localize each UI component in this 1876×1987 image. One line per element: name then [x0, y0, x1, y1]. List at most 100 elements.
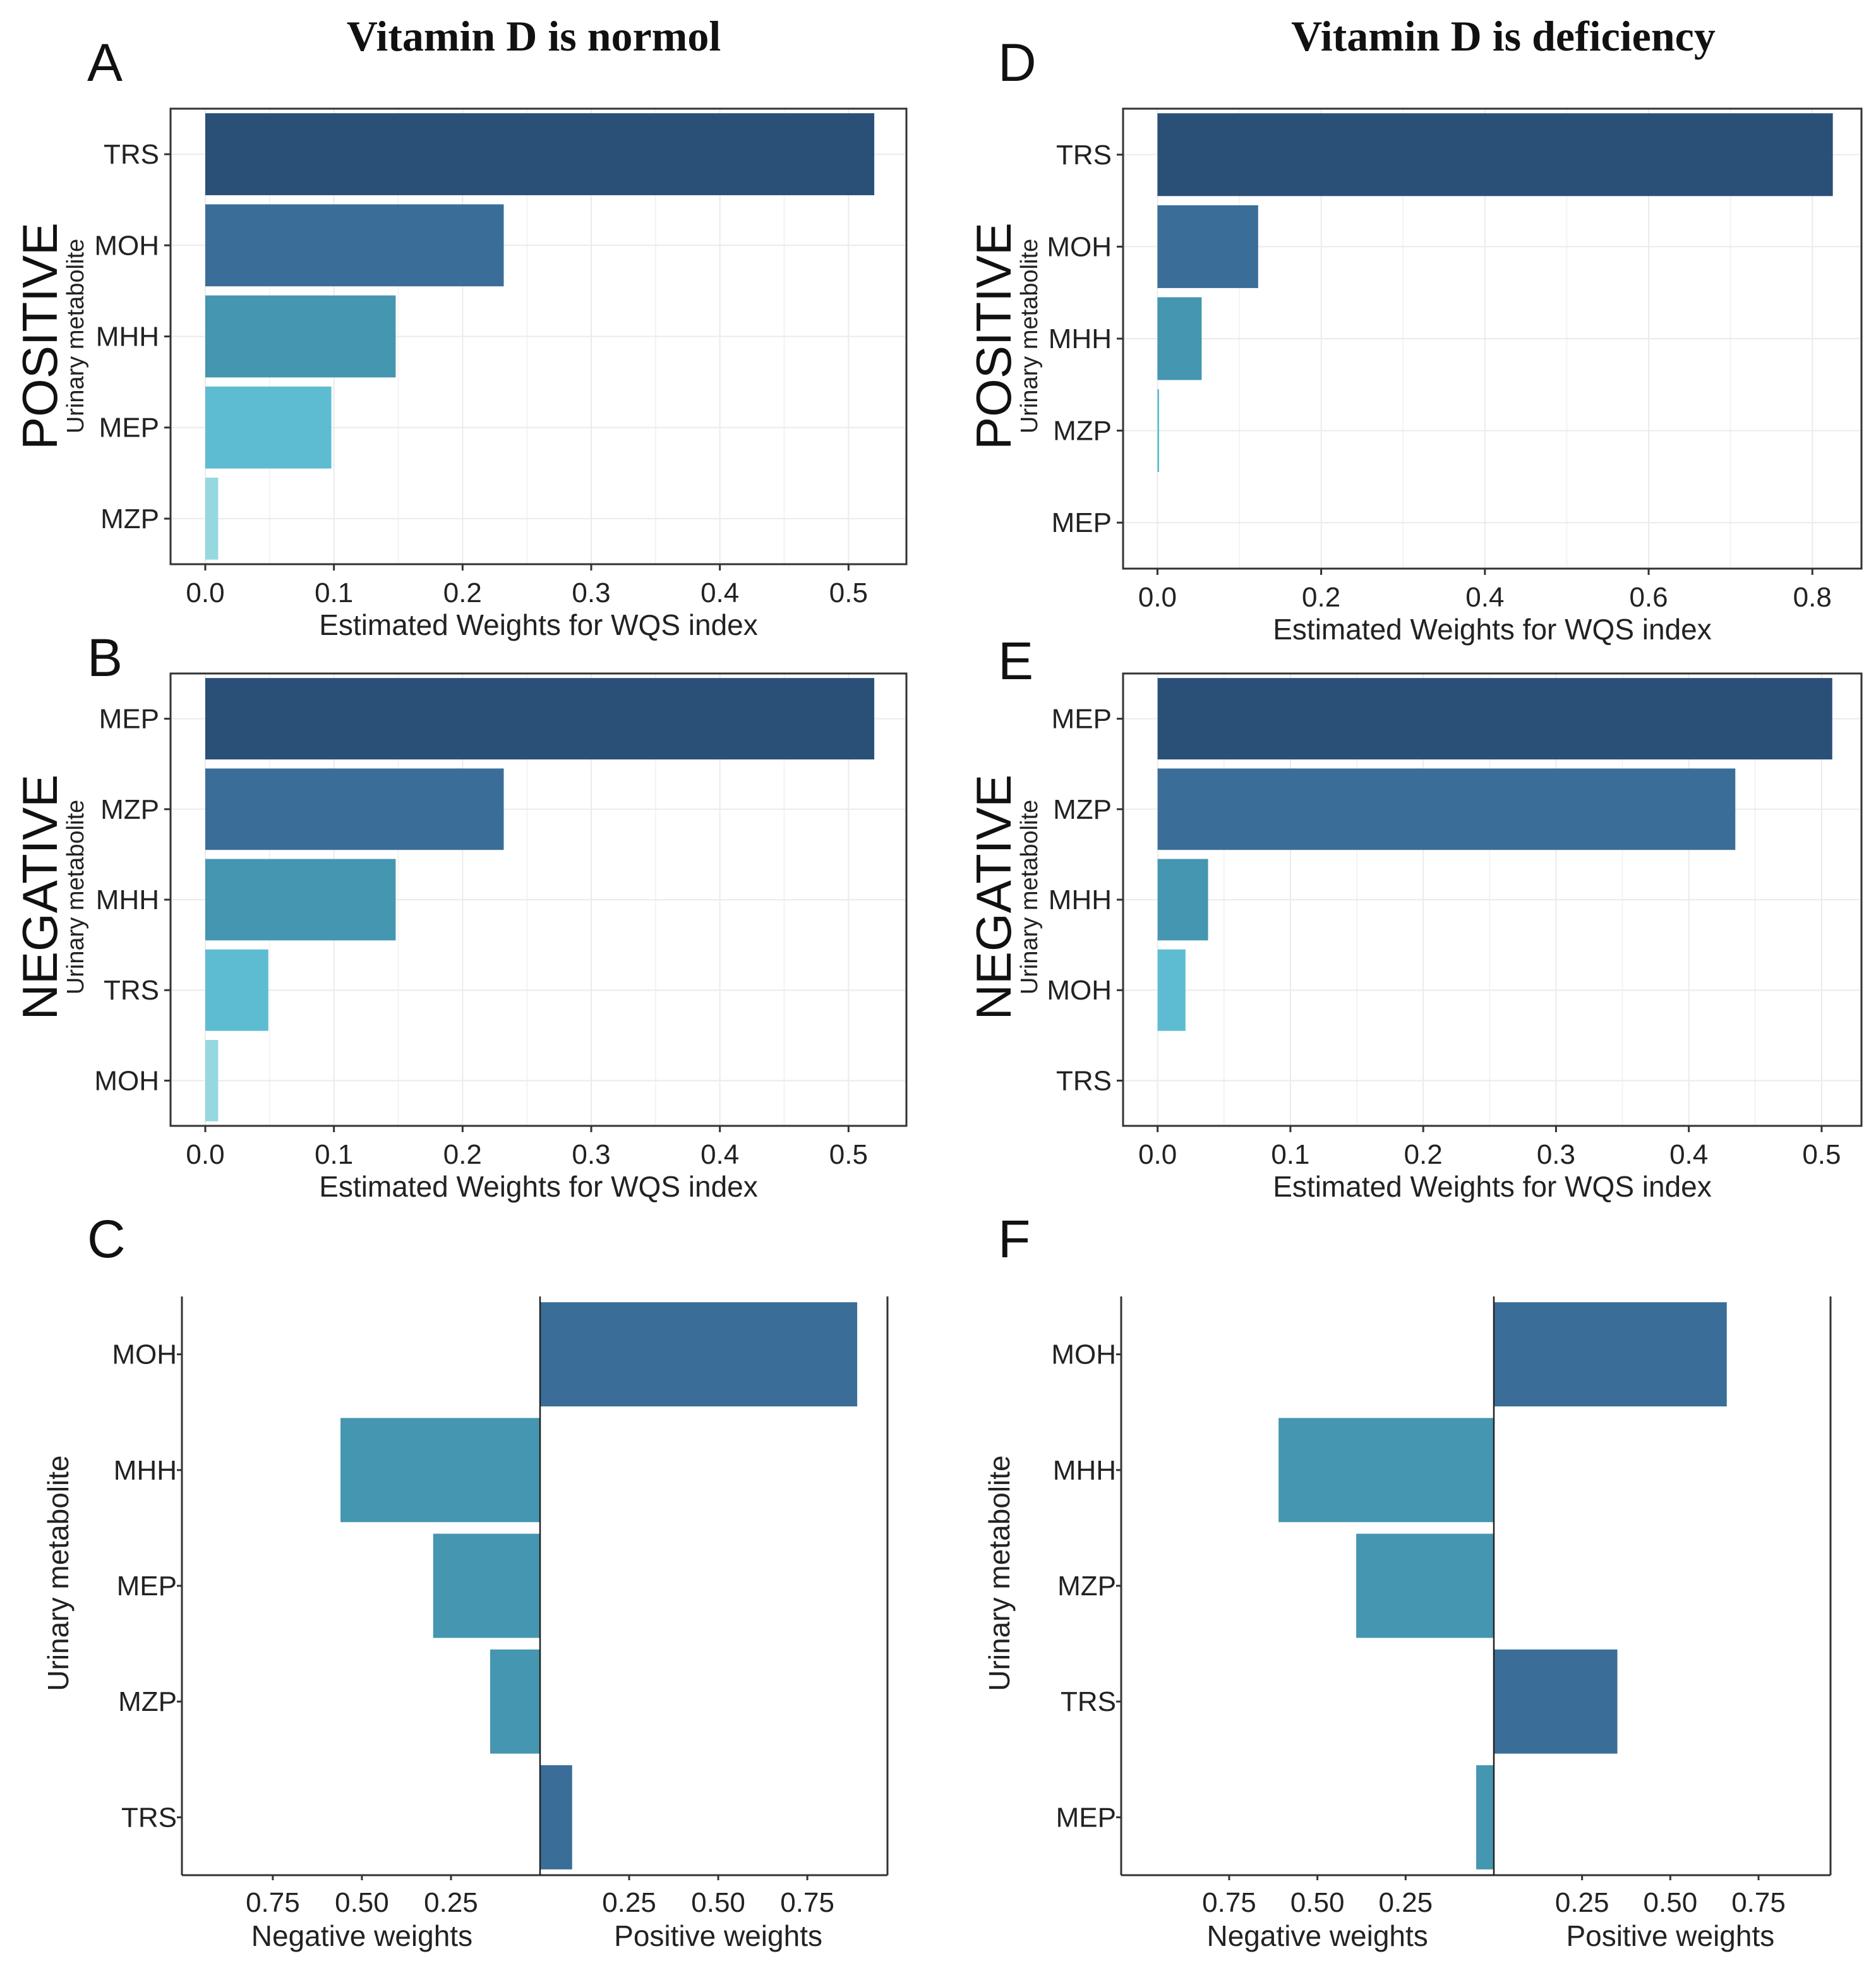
- xtick-label-a-2: 0.2: [443, 577, 482, 608]
- category-label-a-mhh: MHH: [96, 322, 159, 353]
- category-label-f-moh: MOH: [1051, 1339, 1116, 1370]
- xtick-label-a-1: 0.1: [315, 577, 353, 608]
- bar-a-mhh: [205, 295, 396, 378]
- bar-f-mzp: [1356, 1533, 1494, 1638]
- xtick-neg-label-c-1: 0.50: [335, 1887, 389, 1918]
- bar-c-trs: [540, 1765, 572, 1869]
- category-label-a-trs: TRS: [104, 139, 159, 170]
- category-label-b-trs: TRS: [104, 975, 159, 1006]
- panel-letter-a: A: [87, 33, 123, 92]
- xtick-pos-label-c-1: 0.50: [691, 1887, 745, 1918]
- panel-letter-d: D: [998, 33, 1037, 92]
- xtick-label-a-0: 0.0: [186, 577, 224, 608]
- panel-letter-e: E: [998, 631, 1033, 691]
- xtick-label-e-1: 0.1: [1271, 1139, 1309, 1170]
- xtick-pos-label-f-0: 0.25: [1555, 1887, 1609, 1918]
- bar-d-mhh: [1157, 297, 1202, 380]
- category-label-d-moh: MOH: [1047, 231, 1112, 262]
- group-label-e: NEGATIVE: [966, 775, 1021, 1020]
- xtick-label-a-4: 0.4: [700, 577, 739, 608]
- xtick-label-d-0: 0.0: [1138, 582, 1177, 613]
- xlabel-positive-c: Positive weights: [614, 1919, 822, 1952]
- xtick-label-e-2: 0.2: [1404, 1139, 1443, 1170]
- category-label-b-mep: MEP: [99, 704, 159, 735]
- category-label-a-moh: MOH: [94, 230, 159, 261]
- xtick-neg-label-c-2: 0.25: [424, 1887, 478, 1918]
- group-label-a: POSITIVE: [12, 222, 68, 450]
- bar-f-trs: [1494, 1649, 1618, 1754]
- ylabel-b: Urinary metabolite: [63, 800, 89, 994]
- bar-f-moh: [1494, 1302, 1727, 1407]
- xlabel-d: Estimated Weights for WQS index: [1273, 613, 1712, 646]
- xtick-neg-label-f-0: 0.75: [1202, 1887, 1256, 1918]
- bar-e-mep: [1157, 678, 1832, 760]
- ylabel-a: Urinary metabolite: [63, 239, 89, 433]
- xtick-label-e-3: 0.3: [1537, 1139, 1575, 1170]
- group-label-b: NEGATIVE: [12, 775, 68, 1020]
- category-label-e-trs: TRS: [1056, 1065, 1112, 1096]
- panel-a: TRS MOH MHH MEP MZP 0.0 0.1 0.2 0.3 0.4 0.5 Estimat…: [12, 33, 908, 641]
- frame-e: [1122, 672, 1863, 1127]
- group-label-d: POSITIVE: [966, 222, 1021, 450]
- bar-e-mzp: [1157, 768, 1736, 850]
- left-column-title: Vitamin D is normol: [347, 12, 721, 60]
- bar-a-mzp: [205, 478, 219, 560]
- ylabel-d: Urinary metabolite: [1016, 239, 1043, 433]
- bar-a-moh: [205, 204, 504, 287]
- category-label-a-mzp: MZP: [100, 504, 159, 534]
- xtick-label-a-5: 0.5: [829, 577, 868, 608]
- category-label-e-moh: MOH: [1047, 975, 1112, 1006]
- bar-b-mzp: [205, 768, 504, 850]
- category-label-d-trs: TRS: [1056, 140, 1112, 171]
- panel-letter-f: F: [998, 1209, 1030, 1269]
- bar-d-trs: [1157, 113, 1833, 196]
- bar-a-mep: [205, 386, 332, 469]
- category-label-d-mhh: MHH: [1049, 323, 1112, 354]
- xtick-label-d-4: 0.8: [1793, 582, 1832, 613]
- panel-e: MEP MZP MHH MOH TRS 0.0 0.1 0.2 0.3 0.4 0.5 Estimat…: [966, 631, 1863, 1203]
- bar-b-mhh: [205, 859, 396, 941]
- ylabel-f: Urinary metabolite: [983, 1455, 1016, 1691]
- category-label-e-mzp: MZP: [1053, 794, 1112, 825]
- right-column-title: Vitamin D is deficiency: [1291, 12, 1716, 60]
- category-label-c-mhh: MHH: [114, 1455, 177, 1486]
- xlabel-negative-c: Negative weights: [251, 1919, 472, 1952]
- category-label-d-mep: MEP: [1052, 507, 1112, 538]
- xtick-label-b-5: 0.5: [829, 1139, 868, 1170]
- frame-b: [169, 672, 908, 1127]
- frame-a: [169, 107, 908, 565]
- xtick-label-b-4: 0.4: [700, 1139, 739, 1170]
- xtick-label-b-2: 0.2: [443, 1139, 482, 1170]
- xlabel-negative-f: Negative weights: [1206, 1919, 1428, 1952]
- category-label-e-mhh: MHH: [1049, 885, 1112, 915]
- bar-c-mzp: [490, 1649, 540, 1754]
- frame-d: [1122, 107, 1863, 570]
- bar-a-trs: [205, 113, 875, 195]
- category-label-f-mhh: MHH: [1053, 1455, 1116, 1486]
- xtick-neg-label-f-1: 0.50: [1290, 1887, 1345, 1918]
- panel-letter-b: B: [87, 628, 123, 687]
- category-label-f-mzp: MZP: [1057, 1571, 1116, 1602]
- category-label-e-mep: MEP: [1052, 704, 1112, 735]
- category-label-c-trs: TRS: [121, 1802, 177, 1833]
- bar-f-mep: [1476, 1765, 1494, 1869]
- bar-b-mep: [205, 678, 875, 760]
- category-label-c-mzp: MZP: [118, 1686, 177, 1717]
- ylabel-e: Urinary metabolite: [1016, 800, 1043, 994]
- bar-b-trs: [205, 949, 268, 1031]
- panel-d: TRS MOH MHH MZP MEP 0.0 0.2 0.4 0.6 0.8 Estimated …: [966, 33, 1863, 646]
- xtick-pos-label-c-0: 0.25: [602, 1887, 656, 1918]
- xtick-label-b-0: 0.0: [186, 1139, 224, 1170]
- xlabel-a: Estimated Weights for WQS index: [319, 608, 758, 641]
- xlabel-b: Estimated Weights for WQS index: [319, 1170, 758, 1203]
- xtick-pos-label-f-2: 0.75: [1731, 1887, 1786, 1918]
- xtick-label-e-4: 0.4: [1669, 1139, 1708, 1170]
- category-label-a-mep: MEP: [99, 413, 159, 444]
- ylabel-c: Urinary metabolite: [42, 1455, 75, 1691]
- xtick-label-d-3: 0.6: [1629, 582, 1668, 613]
- bar-d-moh: [1157, 205, 1258, 288]
- category-label-f-mep: MEP: [1056, 1802, 1116, 1833]
